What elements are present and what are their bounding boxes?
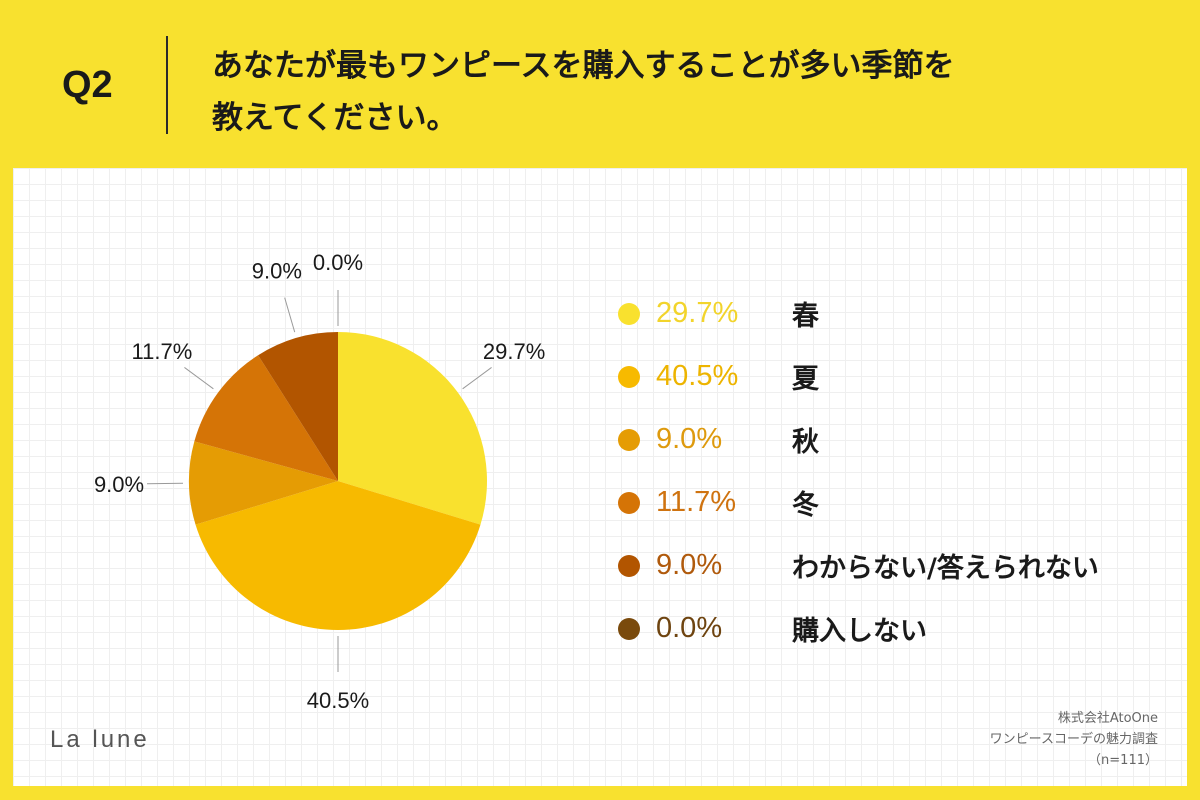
- legend-swatch: [618, 428, 640, 451]
- brand-logo: La lune: [50, 726, 150, 753]
- data-label-1: 40.5%: [307, 688, 369, 713]
- source-sample-size: （n=111）: [1088, 753, 1158, 768]
- leader-line-0: [462, 367, 492, 390]
- data-label-4: 9.0%: [252, 259, 302, 284]
- data-label-3: 11.7%: [132, 339, 193, 364]
- legend-item: 29.7% 春: [618, 282, 1099, 345]
- question-text: あなたが最もワンピースを購入することが多い季節を 教えてください。: [212, 40, 954, 144]
- legend-swatch: [618, 617, 640, 640]
- pie-slice-1: [195, 481, 481, 630]
- legend-value: 29.7%: [656, 297, 739, 329]
- legend-value: 40.5%: [656, 360, 739, 392]
- legend-label: わからない/答えられない: [792, 553, 1099, 584]
- data-label-5: 0.0%: [313, 250, 363, 275]
- legend-value: 0.0%: [656, 612, 723, 644]
- source-company: 株式会社AtoOne: [1057, 711, 1158, 726]
- source-note: 株式会社AtoOne ワンピースコーデの魅力調査 （n=111）: [990, 708, 1158, 771]
- question-line-2: 教えてください。: [212, 100, 458, 136]
- leader-line-3: [184, 367, 214, 390]
- legend-label: 秋: [792, 427, 819, 458]
- question-number: Q2: [62, 64, 113, 106]
- pie-slice-4: [258, 332, 338, 481]
- legend-value: 9.0%: [656, 423, 723, 455]
- leader-line-2: [147, 482, 184, 485]
- legend-value: 11.7%: [656, 486, 737, 518]
- data-label-2: 9.0%: [94, 472, 144, 497]
- leader-line-4: [284, 297, 296, 333]
- legend-label: 冬: [792, 490, 819, 521]
- legend-label: 夏: [792, 364, 819, 395]
- pie-slice-0: [338, 332, 487, 525]
- question-line-1: あなたが最もワンピースを購入することが多い季節を: [212, 48, 955, 84]
- legend-item: 0.0% 購入しない: [618, 597, 1099, 660]
- legend-item: 11.7% 冬: [618, 471, 1099, 534]
- legend-value: 9.0%: [656, 549, 723, 581]
- legend-swatch: [618, 365, 640, 388]
- legend-label: 購入しない: [792, 616, 927, 647]
- legend-item: 9.0% 秋: [618, 408, 1099, 471]
- header-divider: [166, 36, 168, 134]
- pie-slice-2: [189, 441, 338, 525]
- legend-label: 春: [792, 301, 819, 332]
- pie-slice-3: [194, 355, 338, 481]
- data-label-0: 29.7%: [483, 339, 545, 364]
- source-survey: ワンピースコーデの魅力調査: [989, 732, 1158, 747]
- legend-swatch: [618, 302, 640, 325]
- legend-item: 40.5% 夏: [618, 345, 1099, 408]
- chart-legend: 29.7% 春 40.5% 夏 9.0% 秋 11.7% 冬 9.0% わからない/答えられない 0…: [618, 282, 1099, 660]
- legend-swatch: [618, 554, 640, 577]
- legend-swatch: [618, 491, 640, 514]
- legend-item: 9.0% わからない/答えられない: [618, 534, 1099, 597]
